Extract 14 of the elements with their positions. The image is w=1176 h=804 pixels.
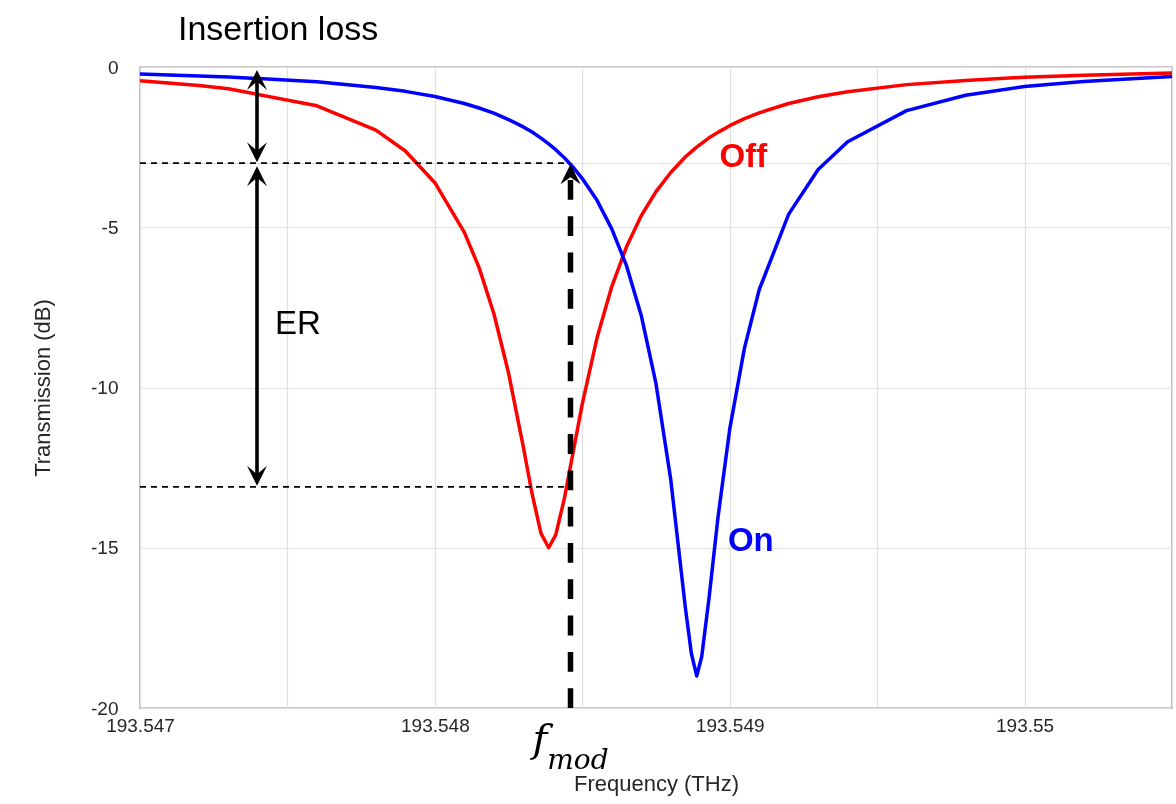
series-label: On (727, 520, 774, 558)
series-label: Off (719, 136, 769, 174)
y-tick-label: -10 (91, 377, 119, 398)
y-tick-label: -5 (101, 216, 119, 238)
line-series (140, 72, 1172, 678)
x-tick-label: 193.55 (996, 714, 1055, 736)
line-series (140, 71, 1172, 550)
annotation: ER (275, 303, 321, 341)
x-tick-label: 193.549 (695, 714, 765, 736)
text: Insertion loss (178, 9, 379, 47)
y-tick-label: -15 (91, 537, 119, 559)
y-tick-label: 0 (107, 56, 119, 78)
y-axis-title: Transmission (dB) (30, 299, 56, 477)
x-tick-label: 193.548 (401, 714, 470, 736)
